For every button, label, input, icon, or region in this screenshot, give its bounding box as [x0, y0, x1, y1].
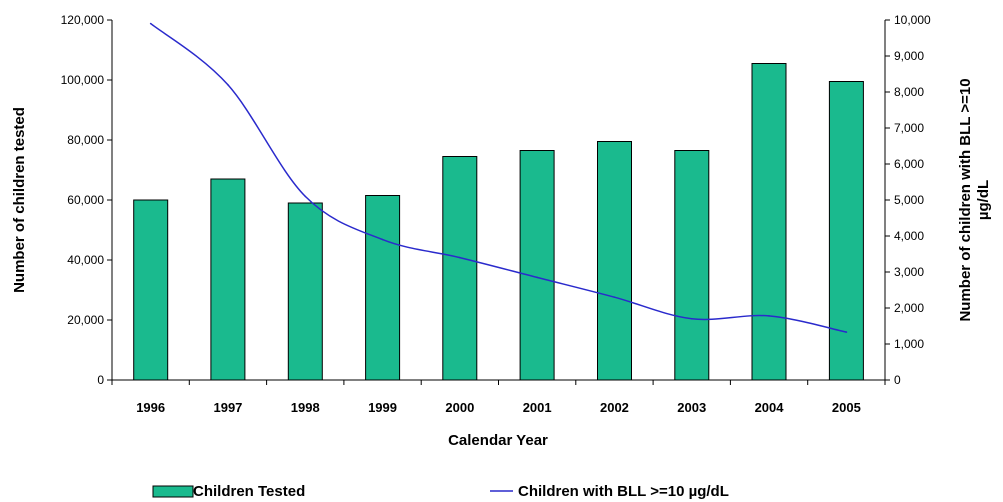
y-tick-label: 20,000 [67, 313, 104, 327]
y-axis-title: Number of children tested [11, 107, 28, 293]
bll-point-2001 [536, 276, 538, 279]
y2-axis-title-line2: µg/dL [975, 180, 992, 220]
bar-1996 [133, 199, 169, 381]
legend: Children Tested Children with BLL >=10 µ… [152, 483, 729, 500]
x-tick-label-2000: 2000 [445, 400, 474, 415]
x-tick-label-1996: 1996 [136, 400, 165, 415]
bll-point-2004 [768, 315, 770, 317]
y-tick-label: 80,000 [67, 133, 104, 147]
y2-tick-label: 2,000 [894, 301, 924, 315]
y2-tick-label: 10,000 [894, 13, 931, 27]
y2-tick-label: 0 [894, 373, 901, 387]
x-tick-label-1997: 1997 [213, 400, 242, 415]
y-tick-label: 120,000 [61, 13, 105, 27]
line-group [149, 22, 848, 333]
y2-tick-label: 3,000 [894, 265, 924, 279]
y-tick-label: 0 [97, 373, 104, 387]
x-tick-label-2004: 2004 [755, 400, 785, 415]
bll-point-1998 [304, 195, 307, 198]
bar-2001 [519, 150, 555, 381]
bar-1997 [210, 178, 246, 381]
bar-1999 [365, 195, 401, 381]
bar-2000 [442, 156, 478, 381]
y2-tick-label: 7,000 [894, 121, 924, 135]
bll-point-1996 [149, 22, 152, 25]
left-axis-ticks: 0 20,000 40,000 60,000 80,000 100,000 120,000 [61, 13, 112, 387]
x-axis-title: Calendar Year [448, 432, 548, 449]
bll-point-2005 [845, 331, 848, 333]
bar-2002 [597, 141, 632, 381]
y2-tick-label: 5,000 [894, 193, 924, 207]
bar-1998 [287, 202, 323, 381]
x-tick-label-2003: 2003 [677, 400, 706, 415]
y-tick-label: 60,000 [67, 193, 104, 207]
bll-point-1997 [227, 84, 229, 86]
y2-tick-label: 4,000 [894, 229, 924, 243]
bll-series-line [150, 23, 847, 333]
x-tick-label-1998: 1998 [291, 400, 320, 415]
y2-tick-label: 8,000 [894, 85, 924, 99]
bar-2005 [828, 81, 864, 381]
x-tick-label-2005: 2005 [832, 400, 861, 415]
right-axis-ticks: 0 1,000 2,000 3,000 4,000 5,000 6,000 7,000 8,00… [885, 13, 931, 387]
bll-point-2003 [691, 318, 693, 320]
bll-point-2002 [613, 296, 616, 299]
legend-swatch-children-tested [152, 485, 194, 498]
bar-2003 [674, 150, 710, 381]
y-tick-label: 100,000 [61, 73, 105, 87]
y2-tick-label: 6,000 [894, 157, 924, 171]
y-tick-label: 40,000 [67, 253, 104, 267]
x-tick-label-2002: 2002 [600, 400, 629, 415]
bars-group [133, 63, 864, 381]
legend-label-bll: Children with BLL >=10 µg/dL [518, 483, 729, 500]
bll-point-1999 [381, 238, 384, 241]
bar-2004 [751, 63, 787, 381]
y2-tick-label: 9,000 [894, 49, 924, 63]
x-axis-ticks: 1996 1997 1998 1999 2000 2001 2002 2003 2004 2005 [111, 380, 886, 415]
x-tick-label-2001: 2001 [523, 400, 552, 415]
bll-point-2000 [459, 256, 461, 259]
y2-axis-title-line1: Number of children with BLL >=10 [957, 78, 974, 321]
y2-tick-label: 1,000 [894, 337, 924, 351]
legend-label-children-tested: Children Tested [193, 483, 305, 500]
x-tick-label-1999: 1999 [368, 400, 397, 415]
